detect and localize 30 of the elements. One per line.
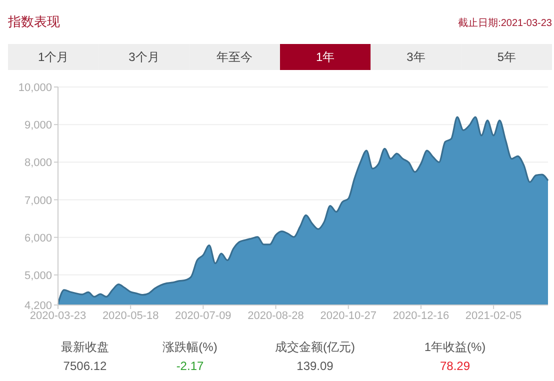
text: 1个月 [38, 50, 69, 64]
x-tick-label: 2020-08-28 [248, 310, 304, 322]
text: 1年收益(%) [424, 340, 486, 354]
text: 年至今 [216, 50, 253, 64]
y-tick-label: 4,200 [24, 300, 52, 312]
chart-title: 指数表现 [7, 14, 60, 29]
x-tick-label: 2020-03-23 [30, 310, 86, 322]
text: 78.29 [440, 359, 470, 373]
chart-subtitle: 截止日期:2021-03-23 [458, 17, 552, 29]
y-tick-label: 6,000 [24, 232, 52, 244]
text: 3个月 [128, 50, 160, 64]
text: 139.09 [296, 359, 334, 373]
x-tick-label: 2020-10-27 [320, 310, 377, 322]
text: 最新收盘 [61, 340, 109, 354]
text: 5年 [497, 50, 516, 64]
y-tick-label: 9,000 [24, 120, 52, 132]
text: 3年 [406, 50, 426, 64]
text: 1年 [316, 50, 335, 64]
text: 成交金额(亿元) [275, 340, 355, 354]
text: 7506.12 [63, 359, 108, 373]
y-tick-label: 8,000 [24, 157, 52, 170]
x-tick-label: 2021-02-05 [465, 310, 522, 322]
x-tick-label: 2020-12-16 [392, 310, 450, 322]
y-tick-label: 7,000 [24, 194, 52, 207]
text: -2.17 [176, 359, 204, 373]
y-tick-label: 5,000 [24, 270, 52, 282]
text: 涨跌幅(%) [162, 340, 218, 354]
x-tick-label: 2020-07-09 [175, 310, 232, 322]
y-tick-label: 10,000 [18, 82, 52, 94]
x-tick-label: 2020-05-18 [102, 310, 159, 322]
